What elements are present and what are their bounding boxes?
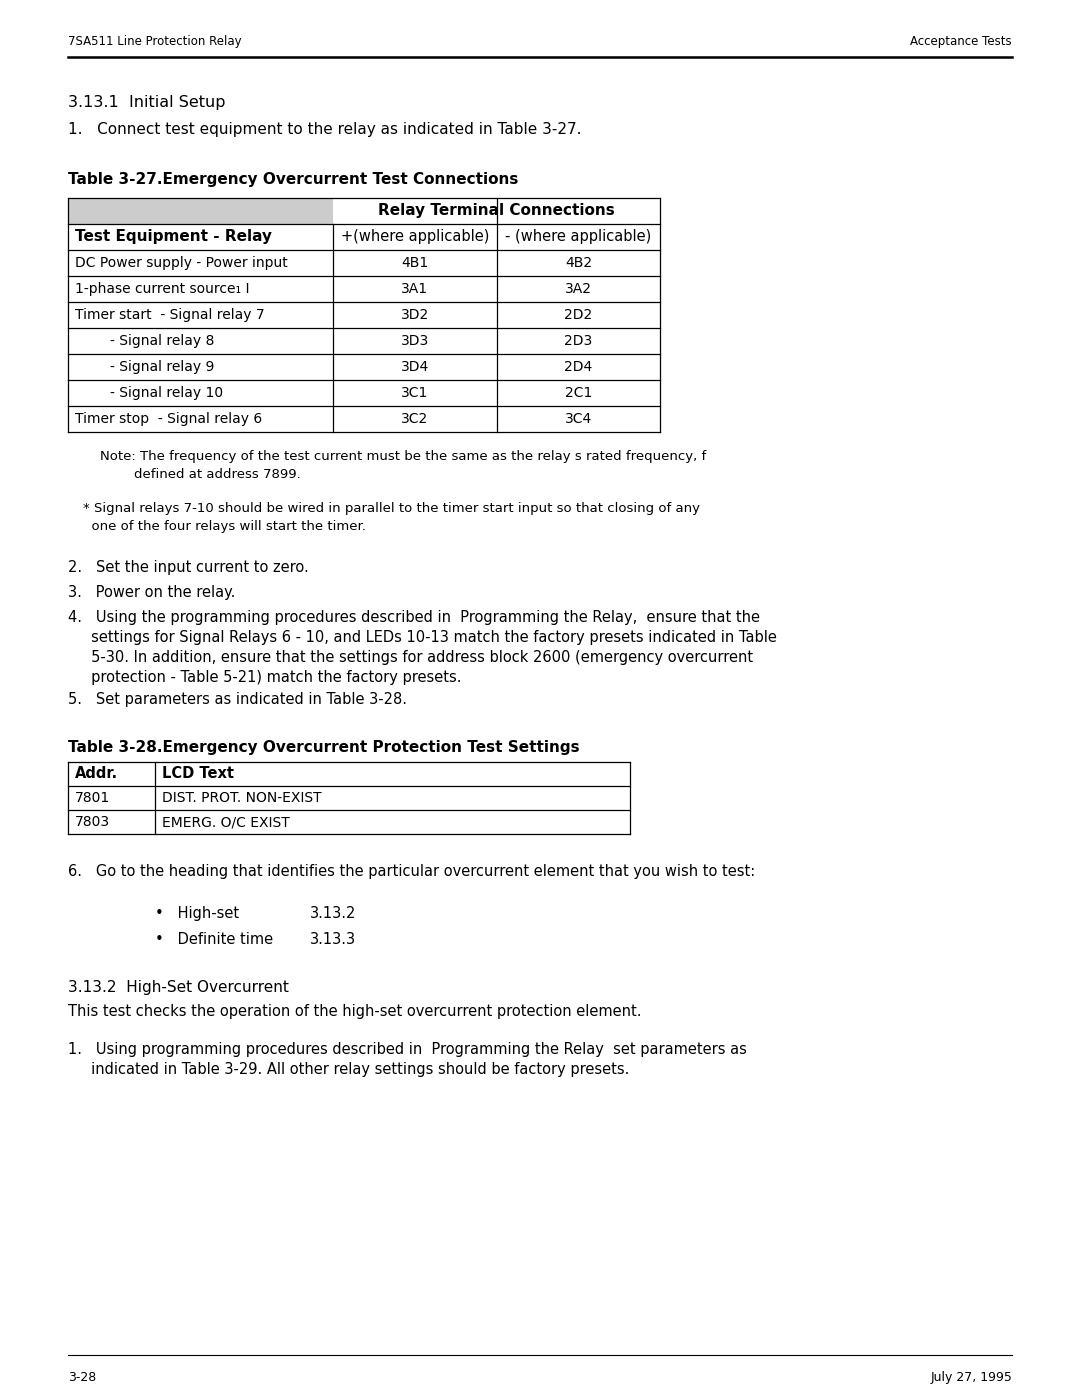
Text: •   High-set: • High-set — [156, 907, 239, 921]
Text: 3D2: 3D2 — [401, 307, 429, 321]
Text: EMERG. O/C EXIST: EMERG. O/C EXIST — [162, 814, 289, 828]
Text: - (where applicable): - (where applicable) — [505, 229, 651, 244]
Text: 4B2: 4B2 — [565, 256, 592, 270]
Text: 3.13.2: 3.13.2 — [310, 907, 356, 921]
Text: 1.   Using programming procedures described in  Programming the Relay  set param: 1. Using programming procedures describe… — [68, 1042, 747, 1058]
Text: July 27, 1995: July 27, 1995 — [930, 1370, 1012, 1384]
Text: settings for Signal Relays 6 - 10, and LEDs 10-13 match the factory presets indi: settings for Signal Relays 6 - 10, and L… — [68, 630, 777, 645]
Text: 7803: 7803 — [75, 814, 110, 828]
Text: * Signal relays 7-10 should be wired in parallel to the timer start input so tha: * Signal relays 7-10 should be wired in … — [83, 502, 700, 515]
Text: 3.13.2  High-Set Overcurrent: 3.13.2 High-Set Overcurrent — [68, 981, 288, 995]
Text: 3C2: 3C2 — [402, 412, 429, 426]
Text: 3.   Power on the relay.: 3. Power on the relay. — [68, 585, 235, 599]
Text: DIST. PROT. NON-EXIST: DIST. PROT. NON-EXIST — [162, 791, 322, 805]
Text: Note: The frequency of the test current must be the same as the relay s rated fr: Note: The frequency of the test current … — [100, 450, 706, 462]
Text: 3.13.3: 3.13.3 — [310, 932, 356, 947]
Text: - Signal relay 8: - Signal relay 8 — [75, 334, 214, 348]
Text: - Signal relay 10: - Signal relay 10 — [75, 386, 224, 400]
Text: 7801: 7801 — [75, 791, 110, 805]
Text: 3C4: 3C4 — [565, 412, 592, 426]
Text: one of the four relays will start the timer.: one of the four relays will start the ti… — [83, 520, 366, 534]
Text: 1.   Connect test equipment to the relay as indicated in Table 3-27.: 1. Connect test equipment to the relay a… — [68, 122, 581, 137]
Text: 3A1: 3A1 — [402, 282, 429, 296]
Text: Test Equipment - Relay: Test Equipment - Relay — [75, 229, 272, 244]
Text: 3A2: 3A2 — [565, 282, 592, 296]
Text: DC Power supply - Power input: DC Power supply - Power input — [75, 256, 287, 270]
Text: defined at address 7899.: defined at address 7899. — [100, 468, 300, 481]
Text: Table 3-28.Emergency Overcurrent Protection Test Settings: Table 3-28.Emergency Overcurrent Protect… — [68, 740, 580, 754]
Text: Addr.: Addr. — [75, 767, 118, 781]
Text: 3-28: 3-28 — [68, 1370, 96, 1384]
Text: 3D4: 3D4 — [401, 360, 429, 374]
Text: - Signal relay 9: - Signal relay 9 — [75, 360, 214, 374]
Text: 2.   Set the input current to zero.: 2. Set the input current to zero. — [68, 560, 309, 576]
Text: 4B1: 4B1 — [402, 256, 429, 270]
Text: 2D2: 2D2 — [565, 307, 593, 321]
Text: Table 3-27.Emergency Overcurrent Test Connections: Table 3-27.Emergency Overcurrent Test Co… — [68, 172, 518, 187]
Text: protection - Table 5-21) match the factory presets.: protection - Table 5-21) match the facto… — [68, 671, 461, 685]
Text: 2C1: 2C1 — [565, 386, 592, 400]
Text: This test checks the operation of the high-set overcurrent protection element.: This test checks the operation of the hi… — [68, 1004, 642, 1018]
Text: 3D3: 3D3 — [401, 334, 429, 348]
Text: 3.13.1  Initial Setup: 3.13.1 Initial Setup — [68, 95, 226, 110]
Text: 3C1: 3C1 — [402, 386, 429, 400]
Text: Timer start  - Signal relay 7: Timer start - Signal relay 7 — [75, 307, 265, 321]
Text: Timer stop  - Signal relay 6: Timer stop - Signal relay 6 — [75, 412, 262, 426]
Text: 5.   Set parameters as indicated in Table 3-28.: 5. Set parameters as indicated in Table … — [68, 692, 407, 707]
Text: Relay Terminal Connections: Relay Terminal Connections — [378, 204, 615, 218]
Text: 2D4: 2D4 — [565, 360, 593, 374]
Text: LCD Text: LCD Text — [162, 767, 234, 781]
Text: +(where applicable): +(where applicable) — [341, 229, 489, 244]
Text: 2D3: 2D3 — [565, 334, 593, 348]
Text: •   Definite time: • Definite time — [156, 932, 273, 947]
Text: 4.   Using the programming procedures described in  Programming the Relay,  ensu: 4. Using the programming procedures desc… — [68, 610, 760, 624]
Text: 1-phase current source₁ I: 1-phase current source₁ I — [75, 282, 249, 296]
Text: 7SA511 Line Protection Relay: 7SA511 Line Protection Relay — [68, 35, 242, 47]
Text: 6.   Go to the heading that identifies the particular overcurrent element that y: 6. Go to the heading that identifies the… — [68, 863, 755, 879]
Text: Acceptance Tests: Acceptance Tests — [910, 35, 1012, 47]
Bar — [68, 198, 333, 224]
Text: indicated in Table 3-29. All other relay settings should be factory presets.: indicated in Table 3-29. All other relay… — [68, 1062, 630, 1077]
Text: 5-30. In addition, ensure that the settings for address block 2600 (emergency ov: 5-30. In addition, ensure that the setti… — [68, 650, 753, 665]
